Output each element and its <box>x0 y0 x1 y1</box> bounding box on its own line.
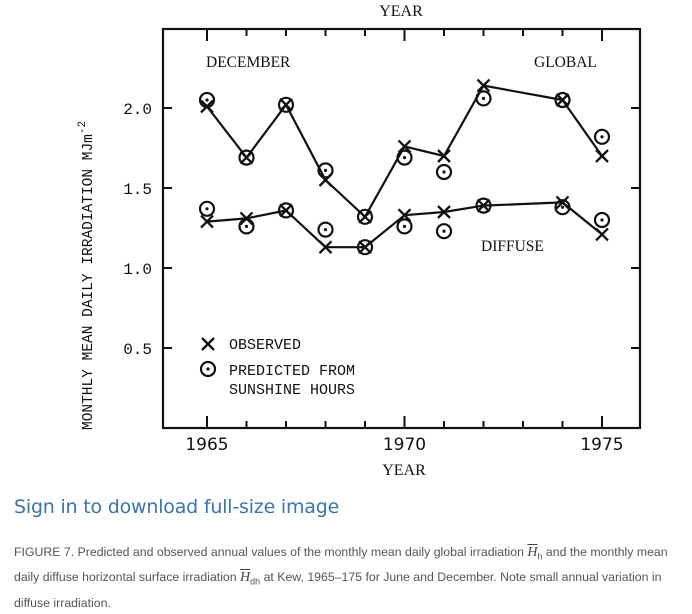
x-tick-label: 1970 <box>383 435 426 455</box>
caption-subscript-diffuse: dh <box>250 576 261 587</box>
x-axis-title: YEAR <box>382 462 426 479</box>
y-tick-label: 0.5 <box>123 341 152 359</box>
predicted-point-global <box>356 208 374 225</box>
download-full-size-image-link[interactable]: Sign in to download full-size image <box>14 496 340 518</box>
figure: 1965 1970 1975 0.5 1.0 1.5 2.0 YEAR YEAR MONTH… <box>77 3 642 479</box>
annotation-diffuse: DIFFUSE <box>481 238 544 255</box>
predicted-point-global <box>317 162 334 179</box>
predicted-point-diffuse <box>238 218 255 235</box>
series-line-global <box>206 84 603 218</box>
predicted-point-global <box>593 128 611 145</box>
predicted-point-diffuse <box>396 218 413 235</box>
predicted-point-diffuse <box>554 199 571 216</box>
predicted-point-global <box>396 149 413 166</box>
y-axis-title-exponent: -2 <box>77 121 89 134</box>
caption-label: FIGURE 7. <box>14 545 75 559</box>
legend-observed-label: OBSERVED <box>229 337 301 354</box>
caption-text-1: Predicted and observed annual values of … <box>74 545 528 559</box>
legend: OBSERVED PREDICTED FROM SUNSHINE HOURS <box>199 337 355 399</box>
caption-text-3: at Kew, 1965–175 for June and December. … <box>14 570 662 610</box>
legend-predicted-marker <box>199 360 217 378</box>
chart: 1965 1970 1975 0.5 1.0 1.5 2.0 YEAR YEAR MONTH… <box>77 3 642 479</box>
y-axis-title: MONTHLY MEAN DAILY IRRADIATION MJm-2 <box>77 121 97 430</box>
y-axis-title-text: MONTHLY MEAN DAILY IRRADIATION MJm <box>81 134 97 430</box>
observed-point-global <box>476 78 491 93</box>
observed-point-diffuse <box>318 240 333 255</box>
y-tick-label: 1.0 <box>123 261 152 279</box>
x-marker-icon <box>201 337 215 351</box>
plot-frame <box>161 27 642 430</box>
caption-subscript-global: h <box>537 551 543 562</box>
annotation-month: DECEMBER <box>206 54 291 71</box>
circle-dot-marker-icon <box>199 360 217 378</box>
predicted-point-diffuse <box>356 239 374 256</box>
top-axis-title: YEAR <box>379 3 423 20</box>
x-tick-label: 1965 <box>185 435 228 455</box>
caption-symbol-diffuse: H <box>240 570 251 586</box>
y-tick-label: 1.5 <box>123 181 152 199</box>
predicted-point-global <box>435 163 453 181</box>
y-tick-label: 2.0 <box>123 101 152 119</box>
predicted-point-global <box>198 91 216 109</box>
observed-point-diffuse <box>437 205 451 219</box>
predicted-point-diffuse <box>435 223 453 240</box>
legend-observed-marker <box>201 337 215 351</box>
observed-point-diffuse <box>595 227 609 242</box>
annotation-global: GLOBAL <box>534 54 597 71</box>
figure-caption: FIGURE 7. Predicted and observed annual … <box>14 542 686 614</box>
observed-point-global <box>397 139 412 154</box>
caption-text-2: and the monthly mean daily diffuse horiz… <box>14 545 668 585</box>
legend-predicted-label-line2: SUNSHINE HOURS <box>229 382 355 399</box>
x-tick-label: 1975 <box>580 435 623 455</box>
observed-point-global <box>595 149 609 163</box>
predicted-point-global <box>475 90 492 107</box>
series-line-diffuse <box>206 201 603 249</box>
predicted-point-global <box>277 96 295 113</box>
predicted-point-global <box>238 149 255 166</box>
observed-point-diffuse <box>397 208 412 223</box>
legend-predicted-label-line1: PREDICTED FROM <box>229 363 355 380</box>
observed-point-global <box>437 149 451 163</box>
observed-point-diffuse <box>555 195 570 210</box>
predicted-point-global <box>554 91 571 109</box>
predicted-point-diffuse <box>277 202 295 219</box>
observed-point-diffuse <box>200 214 214 229</box>
caption-symbol-global: H <box>527 545 538 560</box>
predicted-point-diffuse <box>317 221 334 238</box>
predicted-point-diffuse <box>198 200 216 217</box>
predicted-point-diffuse <box>475 197 492 214</box>
predicted-point-diffuse <box>593 211 611 229</box>
